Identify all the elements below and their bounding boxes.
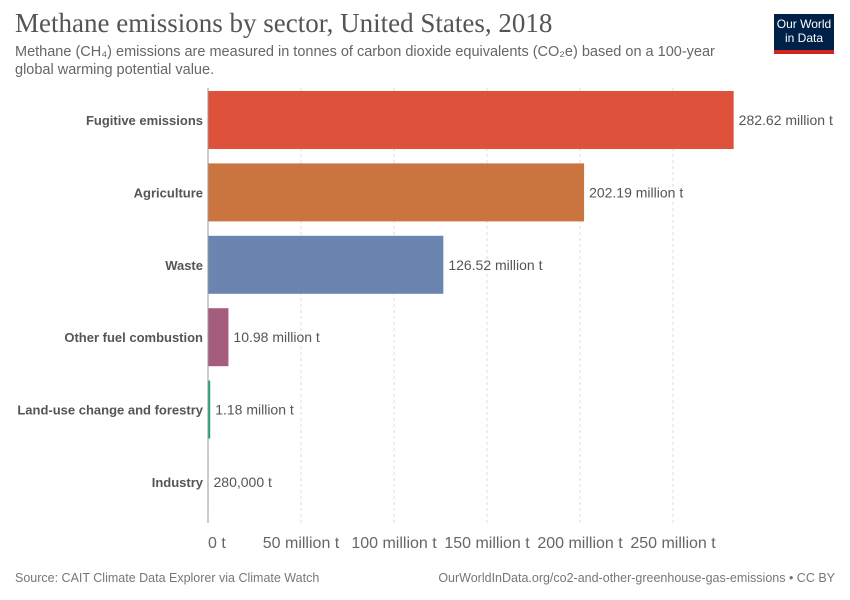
value-label: 282.62 million t	[739, 112, 833, 128]
source-note: Source: CAIT Climate Data Explorer via C…	[15, 571, 320, 585]
bar[interactable]	[208, 91, 734, 149]
x-tick-label: 200 million t	[537, 535, 623, 552]
footer-url[interactable]: OurWorldInData.org/co2-and-other-greenho…	[438, 571, 835, 585]
x-tick-label: 250 million t	[630, 535, 716, 552]
value-label: 10.98 million t	[233, 329, 319, 345]
bar[interactable]	[208, 163, 585, 222]
category-label: Other fuel combustion	[64, 330, 203, 345]
value-label: 280,000 t	[214, 474, 272, 490]
chart-title: Methane emissions by sector, United Stat…	[15, 8, 553, 38]
logo-line-2: in Data	[784, 31, 824, 45]
x-tick-label: 50 million t	[263, 535, 340, 552]
category-label: Waste	[165, 258, 203, 273]
category-label: Industry	[152, 475, 204, 490]
category-label: Agriculture	[134, 185, 203, 200]
bar[interactable]	[208, 380, 211, 439]
bar[interactable]	[208, 308, 229, 367]
x-tick-label: 100 million t	[351, 535, 437, 552]
owid-logo[interactable]: Our World in Data	[774, 14, 834, 54]
chart-subtitle: Methane (CH₄) emissions are measured in …	[15, 44, 715, 78]
logo-line-1: Our World	[776, 17, 832, 31]
x-tick-label: 0 t	[208, 535, 226, 552]
value-label: 1.18 million t	[215, 402, 294, 418]
category-label: Fugitive emissions	[86, 113, 203, 128]
category-label: Land-use change and forestry	[17, 403, 203, 418]
bar[interactable]	[208, 235, 444, 294]
value-label: 202.19 million t	[589, 184, 683, 200]
value-label: 126.52 million t	[448, 257, 542, 273]
x-tick-label: 150 million t	[444, 535, 530, 552]
